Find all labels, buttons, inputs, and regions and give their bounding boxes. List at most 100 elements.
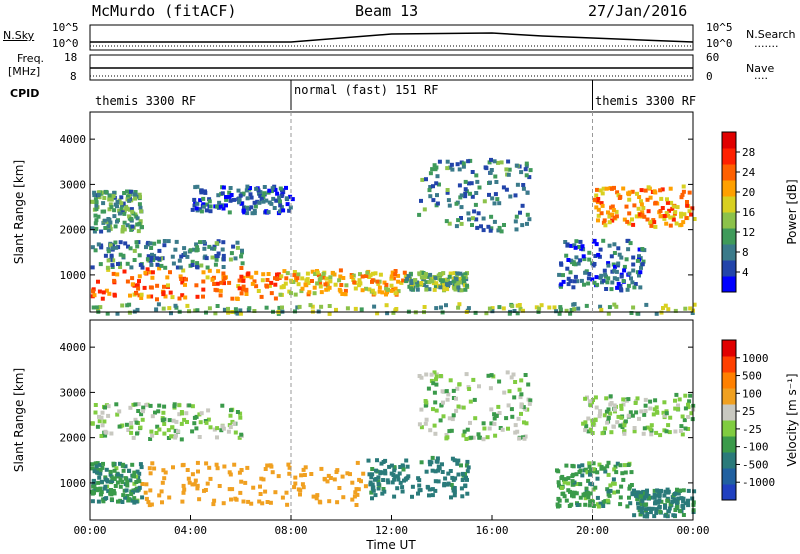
heatmap-cell	[371, 271, 375, 276]
heatmap-cell	[261, 272, 266, 277]
nsky-panel-frame	[89, 24, 694, 51]
heatmap-cell	[139, 292, 144, 297]
colorbar-segment	[722, 164, 736, 181]
heatmap-cell	[221, 185, 226, 190]
y-tick-label: 3000	[60, 178, 87, 191]
heatmap-cell	[423, 403, 428, 408]
heatmap-cell	[672, 492, 677, 496]
heatmap-cell	[581, 421, 586, 426]
heatmap-cell	[410, 484, 415, 489]
heatmap-cell	[321, 272, 326, 276]
heatmap-cell	[458, 405, 463, 410]
heatmap-cell	[146, 500, 151, 505]
heatmap-cell	[451, 279, 456, 284]
heatmap-cell	[263, 489, 268, 494]
heatmap-cell	[247, 306, 252, 311]
heatmap-cell	[115, 472, 120, 477]
heatmap-cell	[254, 186, 259, 191]
heatmap-cell	[117, 211, 122, 216]
heatmap-cell	[512, 309, 517, 313]
heatmap-cell	[643, 403, 648, 408]
heatmap-cell	[470, 223, 474, 227]
heatmap-cell	[606, 460, 611, 465]
heatmap-cell	[625, 504, 630, 509]
colorbar-tick-label: 20	[742, 186, 755, 199]
heatmap-cell	[135, 216, 140, 221]
heatmap-cell	[623, 470, 628, 475]
heatmap-cell	[103, 475, 108, 480]
heatmap-cell	[269, 291, 274, 296]
heatmap-cell	[612, 490, 617, 495]
heatmap-cell	[660, 206, 665, 210]
heatmap-cell	[376, 486, 381, 491]
heatmap-cell	[249, 501, 254, 506]
heatmap-cell	[112, 214, 117, 219]
heatmap-cell	[325, 283, 330, 288]
heatmap-cell	[601, 504, 606, 508]
heatmap-cell	[572, 262, 576, 266]
heatmap-cell	[353, 490, 358, 495]
heatmap-cell	[444, 389, 449, 394]
heatmap-cell	[197, 412, 202, 417]
heatmap-cell	[199, 263, 204, 268]
heatmap-cell	[665, 200, 670, 205]
heatmap-cell	[380, 290, 385, 295]
colorbar-frame	[721, 339, 737, 501]
heatmap-cell	[621, 397, 626, 402]
heatmap-cell	[338, 268, 343, 273]
heatmap-cell	[574, 239, 579, 244]
heatmap-cell	[245, 196, 250, 201]
heatmap-cell	[463, 272, 468, 277]
heatmap-cell	[487, 306, 492, 311]
heatmap-cell	[159, 489, 164, 494]
x-axis-label: Time UT	[366, 538, 416, 552]
heatmap-cell	[595, 282, 600, 287]
heatmap-cell	[121, 462, 126, 467]
heatmap-cell	[439, 402, 444, 407]
heatmap-cell	[607, 214, 612, 219]
nave-tick-top: 60	[706, 51, 720, 64]
heatmap-cell	[246, 271, 251, 276]
heatmap-cell	[476, 211, 481, 216]
heatmap-cell	[490, 306, 495, 311]
heatmap-cell	[393, 286, 398, 291]
heatmap-cell	[227, 487, 232, 492]
heatmap-cell	[492, 421, 497, 426]
heatmap-cell	[171, 261, 176, 266]
heatmap-cell	[663, 513, 668, 518]
heatmap-cell	[589, 467, 593, 472]
heatmap-cell	[146, 240, 151, 245]
heatmap-cell	[157, 248, 162, 253]
heatmap-cell	[575, 482, 580, 486]
colorbar-segment	[722, 340, 736, 357]
heatmap-cell	[433, 431, 438, 436]
heatmap-cell	[129, 492, 134, 497]
heatmap-cell	[241, 191, 246, 196]
heatmap-cell	[630, 189, 635, 194]
heatmap-cell	[177, 403, 182, 408]
heatmap-cell	[389, 276, 394, 281]
heatmap-cell	[667, 506, 672, 511]
heatmap-cell	[319, 304, 324, 309]
heatmap-cell	[441, 278, 446, 283]
heatmap-cell	[430, 493, 435, 498]
heatmap-cell	[685, 200, 689, 204]
heatmap-cell	[198, 240, 202, 245]
heatmap-cell	[100, 296, 105, 301]
heatmap-cell	[119, 201, 124, 206]
heatmap-cell	[645, 514, 650, 519]
heatmap-cell	[495, 197, 500, 202]
heatmap-cell	[622, 429, 627, 434]
heatmap-cell	[241, 499, 246, 504]
heatmap-cell	[658, 214, 663, 219]
heatmap-cell	[576, 261, 581, 266]
heatmap-cell	[578, 239, 583, 244]
heatmap-cell	[109, 197, 114, 202]
heatmap-cell	[162, 243, 167, 248]
heatmap-cell	[658, 209, 663, 213]
heatmap-cell	[417, 212, 422, 217]
heatmap-cell	[577, 245, 582, 249]
heatmap-cell	[576, 306, 581, 311]
heatmap-cell	[456, 404, 461, 409]
heatmap-cell	[232, 197, 236, 202]
